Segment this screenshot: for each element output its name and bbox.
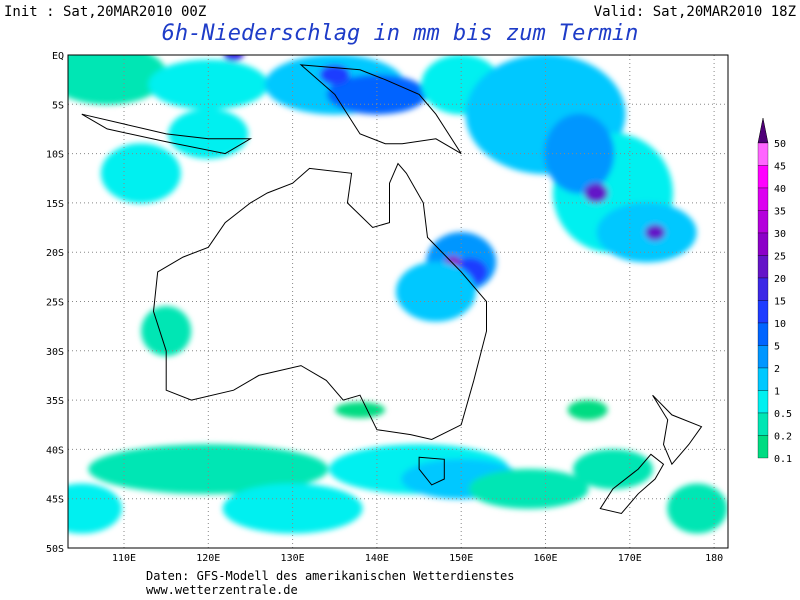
precip-area <box>584 183 609 204</box>
coastline <box>152 162 487 441</box>
lat-label: 20S <box>46 248 64 259</box>
legend-label: 0.2 <box>774 432 792 443</box>
init-time: Init : Sat,20MAR2010 00Z <box>4 4 206 20</box>
precip-area <box>326 74 427 115</box>
legend-label: 0.5 <box>774 409 792 420</box>
colorbar-band <box>757 390 769 414</box>
legend-label: 0.1 <box>774 454 792 465</box>
precip-area <box>468 468 589 509</box>
map-frame <box>67 54 729 549</box>
data-source: Daten: GFS-Modell des amerikanischen Wet… <box>146 569 514 583</box>
lon-label: 130E <box>281 553 305 564</box>
legend-label: 20 <box>774 274 786 285</box>
legend-label: 30 <box>774 229 786 240</box>
precip-area <box>100 143 181 204</box>
precip-area <box>544 113 615 194</box>
precip-area <box>645 224 666 241</box>
lon-label: 140E <box>365 553 389 564</box>
precip-area <box>567 399 608 420</box>
colorbar-band <box>757 187 769 211</box>
lon-label: 160E <box>533 553 557 564</box>
precip-area <box>667 483 728 534</box>
coastline <box>299 64 462 155</box>
lat-label: 5S <box>52 100 64 111</box>
lon-label: 110E <box>112 553 136 564</box>
legend-label: 25 <box>774 252 786 263</box>
precip-area <box>335 401 386 418</box>
precip-area <box>222 483 363 534</box>
legend-label: 15 <box>774 297 786 308</box>
legend-label: 10 <box>774 319 786 330</box>
precip-area <box>395 261 476 322</box>
lat-label: 40S <box>46 445 64 456</box>
lon-label: 150E <box>449 553 473 564</box>
precip-area <box>68 483 122 534</box>
lat-label: 35S <box>46 396 64 407</box>
legend-label: 1 <box>774 387 780 398</box>
lat-label: 50S <box>46 544 64 555</box>
legend-label: 35 <box>774 207 786 218</box>
lon-label: 170E <box>618 553 642 564</box>
lat-label: 10S <box>46 150 64 161</box>
colorbar-band <box>757 142 769 166</box>
valid-time: Valid: Sat,20MAR2010 18Z <box>594 4 796 20</box>
colorbar-band <box>757 412 769 436</box>
colorbar-band <box>757 255 769 279</box>
map-area <box>68 55 728 548</box>
colorbar-band <box>757 435 769 459</box>
colorbar-band <box>757 210 769 234</box>
colorbar-cap <box>757 117 769 144</box>
coastline <box>81 113 253 155</box>
map-title: 6h-Niederschlag in mm bis zum Termin <box>162 21 639 46</box>
precip-area <box>141 306 192 357</box>
legend-label: 45 <box>774 162 786 173</box>
legend-label: 5 <box>774 342 780 353</box>
coastline <box>599 453 665 515</box>
colorbar-band <box>757 232 769 256</box>
lon-label: 180 <box>705 553 723 564</box>
colorbar-band <box>757 367 769 391</box>
lat-label: 30S <box>46 347 64 358</box>
precip-area <box>68 55 168 105</box>
precip-area <box>319 64 350 85</box>
lat-label: 15S <box>46 199 64 210</box>
lat-label: EQ <box>52 51 64 62</box>
colorbar-band <box>757 322 769 346</box>
lon-label: 120E <box>196 553 220 564</box>
lat-label: 25S <box>46 298 64 309</box>
precip-area <box>148 59 269 110</box>
coastline <box>418 456 445 486</box>
colorbar-band <box>757 277 769 301</box>
lat-label: 45S <box>46 495 64 506</box>
source-url: www.wetterzentrale.de <box>146 583 298 597</box>
colorbar-band <box>757 300 769 324</box>
colorbar-band <box>757 165 769 189</box>
legend-label: 50 <box>774 139 786 150</box>
colorbar-band <box>757 345 769 369</box>
precip-area <box>572 449 653 490</box>
precip-area <box>88 444 329 495</box>
legend-label: 2 <box>774 364 780 375</box>
coastline <box>652 394 703 466</box>
precip-area <box>223 55 244 61</box>
legend-label: 40 <box>774 184 786 195</box>
